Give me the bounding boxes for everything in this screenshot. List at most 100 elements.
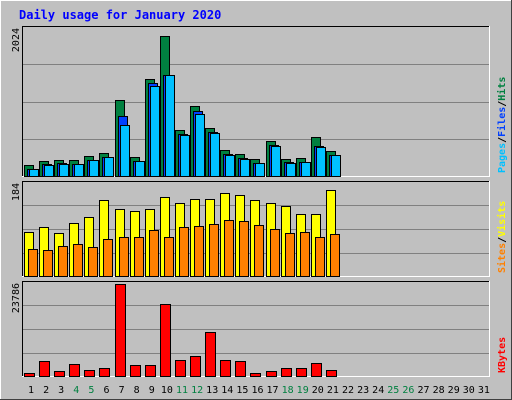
x-tick-label: 1 bbox=[28, 385, 34, 396]
legend-entry: KBytes bbox=[497, 337, 508, 373]
x-tick-label: 20 bbox=[312, 385, 324, 396]
x-tick-label: 23 bbox=[357, 385, 369, 396]
bar-kbytes bbox=[205, 332, 216, 377]
bar-kbytes bbox=[84, 370, 95, 377]
bar-pages bbox=[195, 114, 205, 177]
x-tick-label: 3 bbox=[58, 385, 64, 396]
bar-kbytes bbox=[130, 365, 141, 377]
bar-sites bbox=[285, 233, 295, 277]
y-max-label: 2024 bbox=[11, 28, 22, 52]
bar-pages bbox=[225, 155, 235, 177]
plot-area bbox=[22, 26, 490, 177]
bar-kbytes bbox=[220, 360, 231, 377]
bar-kbytes bbox=[39, 361, 50, 377]
bar-pages bbox=[135, 161, 145, 177]
x-tick-label: 17 bbox=[266, 385, 278, 396]
legend: Sites/Visits bbox=[496, 201, 508, 273]
bar-pages bbox=[301, 162, 311, 177]
legend: Pages/Files/Hits bbox=[496, 77, 508, 173]
bar-kbytes bbox=[69, 364, 80, 377]
x-tick-label: 14 bbox=[221, 385, 233, 396]
bar-pages bbox=[180, 135, 190, 177]
x-tick-label: 26 bbox=[402, 385, 414, 396]
x-tick-label: 2 bbox=[43, 385, 49, 396]
bar-sites bbox=[28, 249, 38, 277]
bar-kbytes bbox=[175, 360, 186, 377]
bar-kbytes bbox=[160, 304, 171, 377]
bar-pages bbox=[271, 146, 281, 177]
x-tick-label: 25 bbox=[387, 385, 399, 396]
x-tick-label: 19 bbox=[297, 385, 309, 396]
bar-sites bbox=[179, 227, 189, 277]
bar-pages bbox=[240, 159, 250, 177]
bar-sites bbox=[270, 229, 280, 277]
bar-pages bbox=[316, 147, 326, 177]
bar-sites bbox=[134, 237, 144, 277]
bar-pages bbox=[89, 160, 99, 177]
bar-pages bbox=[104, 157, 114, 177]
bar-sites bbox=[315, 237, 325, 277]
x-tick-label: 8 bbox=[134, 385, 140, 396]
x-tick-label: 22 bbox=[342, 385, 354, 396]
legend: KBytes bbox=[497, 337, 508, 373]
legend-entry: / bbox=[497, 237, 508, 243]
x-tick-label: 28 bbox=[433, 385, 445, 396]
bar-sites bbox=[149, 230, 159, 277]
bar-kbytes bbox=[115, 284, 126, 377]
panel-visits-sites: 184 Sites/Visits bbox=[11, 181, 508, 277]
legend-entry: Visits bbox=[496, 201, 508, 237]
x-tick-label: 21 bbox=[327, 385, 339, 396]
x-tick-label: 27 bbox=[417, 385, 429, 396]
legend-entry: Pages bbox=[497, 143, 508, 173]
bar-sites bbox=[103, 239, 113, 277]
bar-kbytes bbox=[326, 370, 337, 377]
bar-sites bbox=[239, 221, 249, 277]
bar-kbytes bbox=[24, 373, 35, 377]
x-tick-label: 12 bbox=[191, 385, 203, 396]
x-tick-label: 7 bbox=[119, 385, 125, 396]
bar-kbytes bbox=[250, 373, 261, 377]
bar-pages bbox=[150, 86, 160, 177]
x-tick-label: 15 bbox=[236, 385, 248, 396]
legend-entry: Hits bbox=[496, 77, 508, 101]
x-tick-label: 13 bbox=[206, 385, 218, 396]
bar-sites bbox=[119, 237, 129, 277]
legend-entry: Sites bbox=[496, 243, 508, 273]
bar-kbytes bbox=[281, 368, 292, 377]
bar-sites bbox=[224, 220, 234, 277]
legend-entry: / bbox=[497, 101, 508, 107]
bar-sites bbox=[254, 225, 264, 277]
x-tick-label: 16 bbox=[251, 385, 263, 396]
x-tick-label: 9 bbox=[149, 385, 155, 396]
bar-kbytes bbox=[99, 368, 110, 377]
x-tick-label: 30 bbox=[463, 385, 475, 396]
bar-sites bbox=[43, 250, 53, 277]
bar-pages bbox=[59, 164, 69, 177]
bar-sites bbox=[300, 232, 310, 277]
bar-pages bbox=[120, 125, 130, 177]
bar-kbytes bbox=[235, 361, 246, 377]
bar-kbytes bbox=[145, 365, 156, 377]
x-axis-labels: 1 2 3 4 5 6 7 8 9 10 11 12 13 14 15 16 17 18 19 20 21 22 23 24 2… bbox=[28, 385, 490, 396]
bar-sites bbox=[194, 226, 204, 277]
bar-kbytes bbox=[296, 368, 307, 377]
bar-kbytes bbox=[54, 371, 65, 377]
bar-sites bbox=[209, 224, 219, 277]
bar-pages bbox=[74, 164, 84, 177]
x-tick-label: 4 bbox=[73, 385, 79, 396]
chart-panels: 2024Pages/Files/Hits184Sites/Visits23786… bbox=[11, 26, 508, 377]
y-max-label: 23786 bbox=[11, 283, 22, 313]
bar-pages bbox=[286, 163, 296, 177]
bar-pages bbox=[165, 75, 175, 177]
x-tick-label: 11 bbox=[176, 385, 188, 396]
legend-entry: / bbox=[497, 137, 508, 143]
chart-title: Daily usage for January 2020 bbox=[19, 8, 221, 22]
bar-pages bbox=[29, 169, 39, 177]
bar-sites bbox=[73, 244, 83, 277]
x-tick-label: 5 bbox=[88, 385, 94, 396]
bar-pages bbox=[44, 165, 54, 177]
bar-pages bbox=[331, 155, 341, 177]
legend-entry: Files bbox=[496, 107, 508, 137]
x-tick-label: 31 bbox=[478, 385, 490, 396]
